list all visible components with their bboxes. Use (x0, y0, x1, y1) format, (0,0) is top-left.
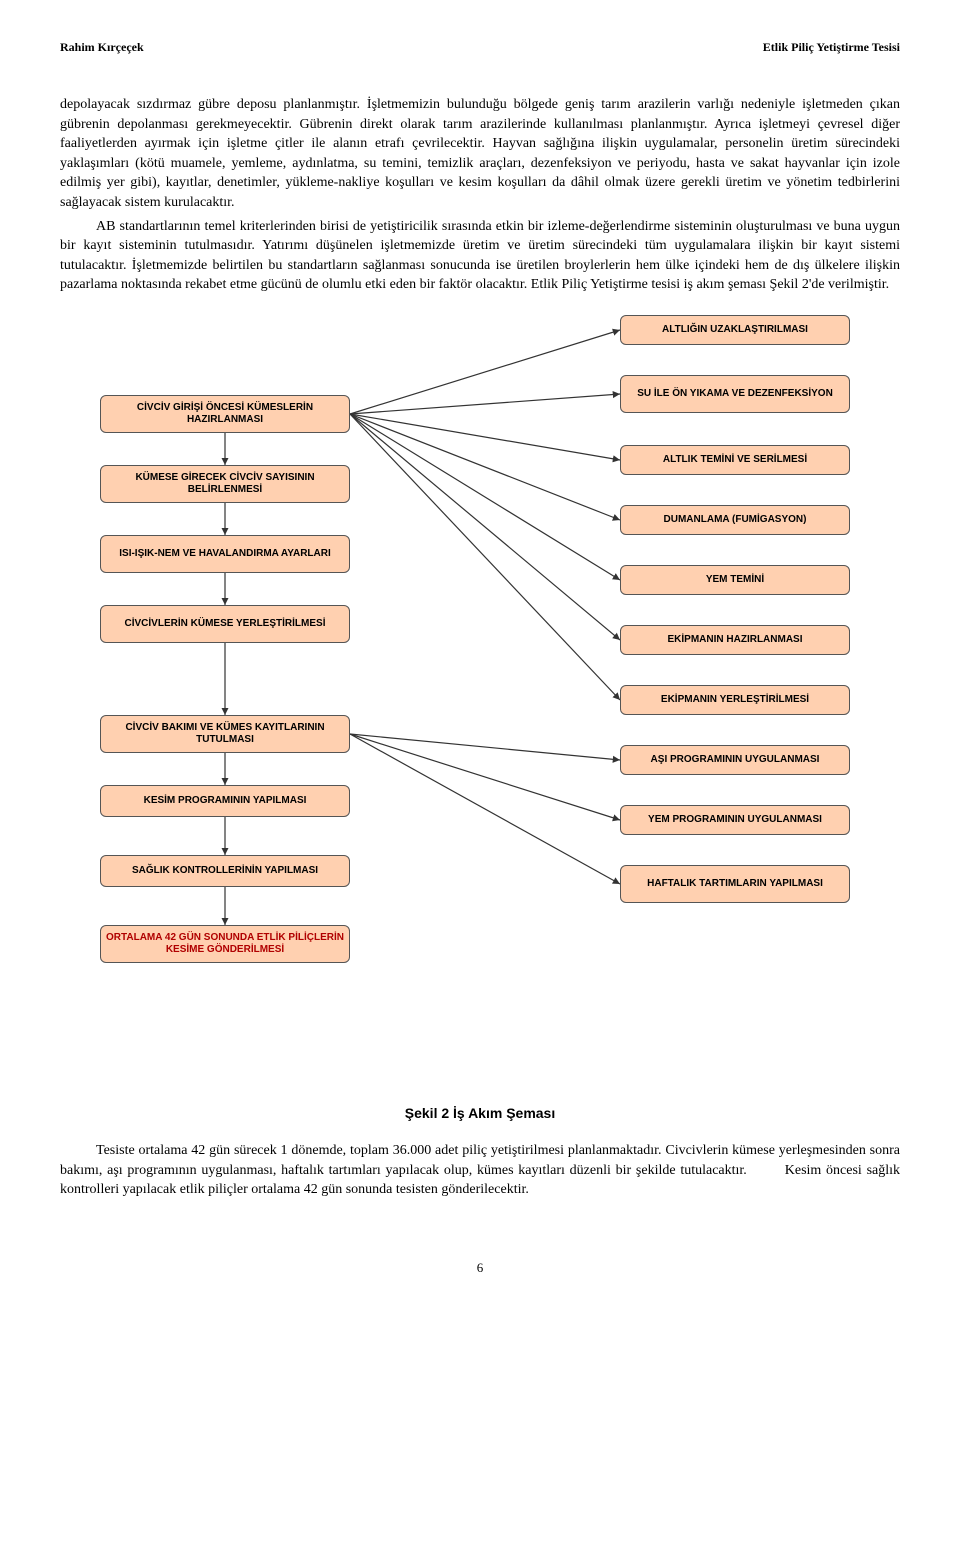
flow-box-r2: SU İLE ÖN YIKAMA VE DEZENFEKSİYON (620, 375, 850, 413)
flow-box-lf: ORTALAMA 42 GÜN SONUNDA ETLİK PİLİÇLERİN… (100, 925, 350, 963)
flow-box-l3: ISI-IŞIK-NEM VE HAVALANDIRMA AYARLARI (100, 535, 350, 573)
page-number: 6 (60, 1260, 900, 1276)
body-paragraphs: depolayacak sızdırmaz gübre deposu planl… (60, 95, 900, 295)
flow-box-l1: CİVCİV GİRİŞİ ÖNCESİ KÜMESLERİN HAZIRLAN… (100, 395, 350, 433)
flow-box-l7: SAĞLIK KONTROLLERİNİN YAPILMASI (100, 855, 350, 887)
page-header: Rahim Kırçeçek Etlik Piliç Yetiştirme Te… (60, 40, 900, 55)
footer-paragraph: Tesiste ortalama 42 gün sürecek 1 dönemd… (60, 1141, 900, 1200)
flow-box-l2: KÜMESE GİRECEK CİVCİV SAYISININ BELİRLEN… (100, 465, 350, 503)
footer-paragraphs: Tesiste ortalama 42 gün sürecek 1 dönemd… (60, 1141, 900, 1200)
flow-box-l4: CİVCİVLERİN KÜMESE YERLEŞTİRİLMESİ (100, 605, 350, 643)
flow-box-r3: ALTLIK TEMİNİ VE SERİLMESİ (620, 445, 850, 475)
flow-box-r7: EKİPMANIN YERLEŞTİRİLMESİ (620, 685, 850, 715)
header-right: Etlik Piliç Yetiştirme Tesisi (763, 40, 900, 55)
flow-box-l6: KESİM PROGRAMININ YAPILMASI (100, 785, 350, 817)
flow-box-r5: YEM TEMİNİ (620, 565, 850, 595)
footer-span-a: Tesiste ortalama 42 gün sürecek 1 dönemd… (60, 1143, 900, 1178)
flow-box-r6: EKİPMANIN HAZIRLANMASI (620, 625, 850, 655)
flow-box-r1: ALTLIĞIN UZAKLAŞTIRILMASI (620, 315, 850, 345)
flow-box-l5: CİVCİV BAKIMI VE KÜMES KAYITLARININ TUTU… (100, 715, 350, 753)
flow-box-r10: HAFTALIK TARTIMLARIN YAPILMASI (620, 865, 850, 903)
flow-box-r8: AŞI PROGRAMININ UYGULANMASI (620, 745, 850, 775)
figure-caption: Şekil 2 İş Akım Şeması (60, 1105, 900, 1121)
flow-diagram: CİVCİV GİRİŞİ ÖNCESİ KÜMESLERİN HAZIRLAN… (60, 315, 900, 1075)
paragraph-2: AB standartlarının temel kriterlerinden … (60, 217, 900, 295)
paragraph-1: depolayacak sızdırmaz gübre deposu planl… (60, 95, 900, 213)
flow-box-r4: DUMANLAMA (FUMİGASYON) (620, 505, 850, 535)
header-left: Rahim Kırçeçek (60, 40, 144, 55)
flow-box-r9: YEM PROGRAMININ UYGULANMASI (620, 805, 850, 835)
